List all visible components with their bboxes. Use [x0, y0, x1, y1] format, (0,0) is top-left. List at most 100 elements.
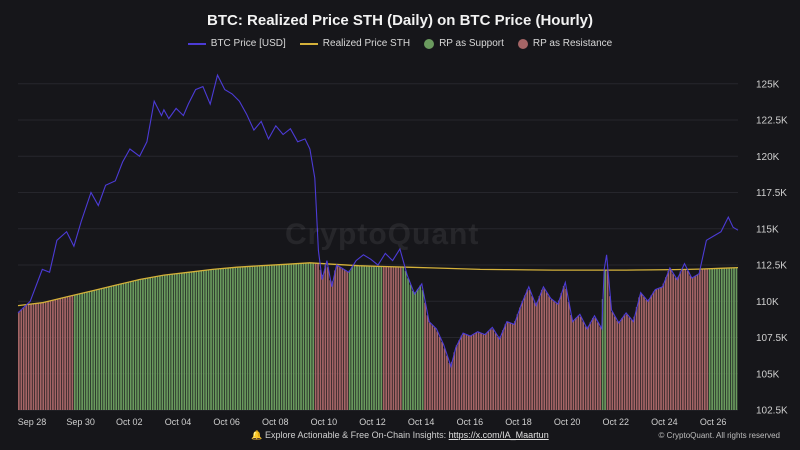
resistance-bar: [504, 324, 507, 410]
resistance-bar: [18, 311, 20, 410]
support-bar: [134, 280, 137, 410]
resistance-bar: [433, 327, 436, 410]
support-bar: [604, 270, 606, 410]
support-bar: [156, 276, 159, 410]
support-bar: [295, 263, 298, 410]
resistance-bar: [589, 322, 592, 410]
resistance-bar: [429, 322, 431, 410]
support-bar: [365, 265, 368, 410]
support-bar: [108, 286, 110, 410]
resistance-bar: [531, 296, 533, 410]
support-bar: [309, 262, 312, 410]
resistance-bar: [640, 294, 643, 410]
resistance-bar: [436, 331, 439, 410]
btc-price-line: [17, 73, 739, 369]
resistance-bar: [599, 326, 602, 410]
resistance-bar: [339, 267, 341, 410]
footer-link[interactable]: https://x.com/IA_Maartun: [448, 430, 549, 440]
support-bar: [297, 263, 300, 410]
support-bar: [146, 277, 149, 410]
support-bar: [173, 273, 176, 410]
copyright: © CryptoQuant. All rights reserved: [658, 431, 781, 440]
resistance-bar: [397, 266, 400, 410]
y-tick-label: 112.5K: [756, 261, 787, 272]
legend-item-realized-price[interactable]: Realized Price STH: [299, 38, 410, 49]
support-bar: [105, 287, 108, 410]
resistance-bar: [669, 269, 672, 410]
resistance-bar: [492, 329, 495, 410]
support-bar: [137, 279, 139, 410]
legend-item-rp-support[interactable]: RP as Support: [424, 38, 504, 49]
resistance-bar: [39, 302, 42, 410]
support-bar: [261, 265, 263, 410]
resistance-bar: [577, 315, 580, 410]
support-bar: [180, 272, 183, 410]
legend-swatch-btc-price: [187, 42, 206, 45]
support-bar: [288, 264, 290, 410]
resistance-bar: [324, 265, 327, 410]
support-bar: [176, 273, 178, 410]
resistance-bar: [606, 270, 609, 410]
support-bar: [730, 267, 733, 410]
resistance-bar: [650, 295, 653, 410]
resistance-bar: [613, 316, 616, 410]
support-bar: [601, 299, 604, 410]
support-bar: [404, 270, 407, 410]
resistance-bar: [694, 275, 696, 410]
resistance-bar: [550, 299, 553, 410]
x-tick-label: Oct 16: [457, 417, 484, 427]
resistance-bar: [52, 300, 54, 410]
resistance-bar: [472, 333, 475, 410]
support-bar: [163, 275, 166, 410]
x-tick-label: Sep 30: [66, 417, 95, 427]
x-tick-label: Oct 08: [262, 417, 289, 427]
support-bar: [193, 271, 195, 410]
resistance-bar: [448, 362, 451, 410]
legend-item-btc-price[interactable]: BTC Price [USD]: [187, 38, 286, 49]
resistance-bar: [672, 273, 675, 410]
resistance-bar: [696, 274, 699, 410]
chart-title: BTC: Realized Price STH (Daily) on BTC P…: [207, 12, 593, 29]
support-bar: [125, 282, 127, 410]
support-bar: [718, 268, 721, 410]
footer-text: Explore Actionable & Free On-Chain Insig…: [265, 430, 447, 440]
resistance-bar: [516, 314, 519, 410]
resistance-bar: [553, 301, 555, 410]
x-tick-label: Oct 20: [554, 417, 581, 427]
support-bar: [419, 285, 422, 410]
resistance-bar: [390, 266, 392, 410]
realized-price-line: [17, 262, 739, 307]
support-bar: [202, 270, 205, 410]
legend-item-rp-resistance[interactable]: RP as Resistance: [517, 38, 612, 49]
resistance-bar: [572, 320, 575, 410]
resistance-bar: [502, 330, 504, 410]
resistance-bar: [25, 304, 28, 410]
x-tick-label: Oct 12: [359, 417, 386, 427]
support-bar: [378, 266, 380, 410]
resistance-bar: [431, 325, 434, 410]
support-bar: [159, 275, 161, 410]
resistance-bar: [657, 288, 660, 410]
resistance-bar: [643, 296, 645, 410]
support-bar: [716, 268, 718, 410]
legend-swatch-rp-resistance: [517, 38, 528, 49]
support-bar: [263, 265, 266, 410]
support-bar: [278, 264, 281, 410]
support-bar: [93, 290, 96, 410]
resistance-bar: [699, 269, 701, 410]
resistance-bar: [480, 333, 482, 410]
resistance-bar: [582, 321, 585, 410]
resistance-bar: [470, 335, 473, 410]
support-bar: [733, 267, 735, 410]
support-bar: [409, 284, 412, 410]
support-bar: [360, 265, 363, 410]
resistance-bar: [59, 298, 62, 410]
support-bar: [120, 283, 122, 410]
support-bar: [241, 266, 244, 410]
resistance-bar: [679, 271, 682, 410]
support-bar: [236, 267, 239, 410]
resistance-bar: [392, 266, 395, 410]
support-bar: [290, 263, 293, 410]
support-bar: [373, 266, 375, 410]
resistance-bar: [446, 355, 448, 410]
